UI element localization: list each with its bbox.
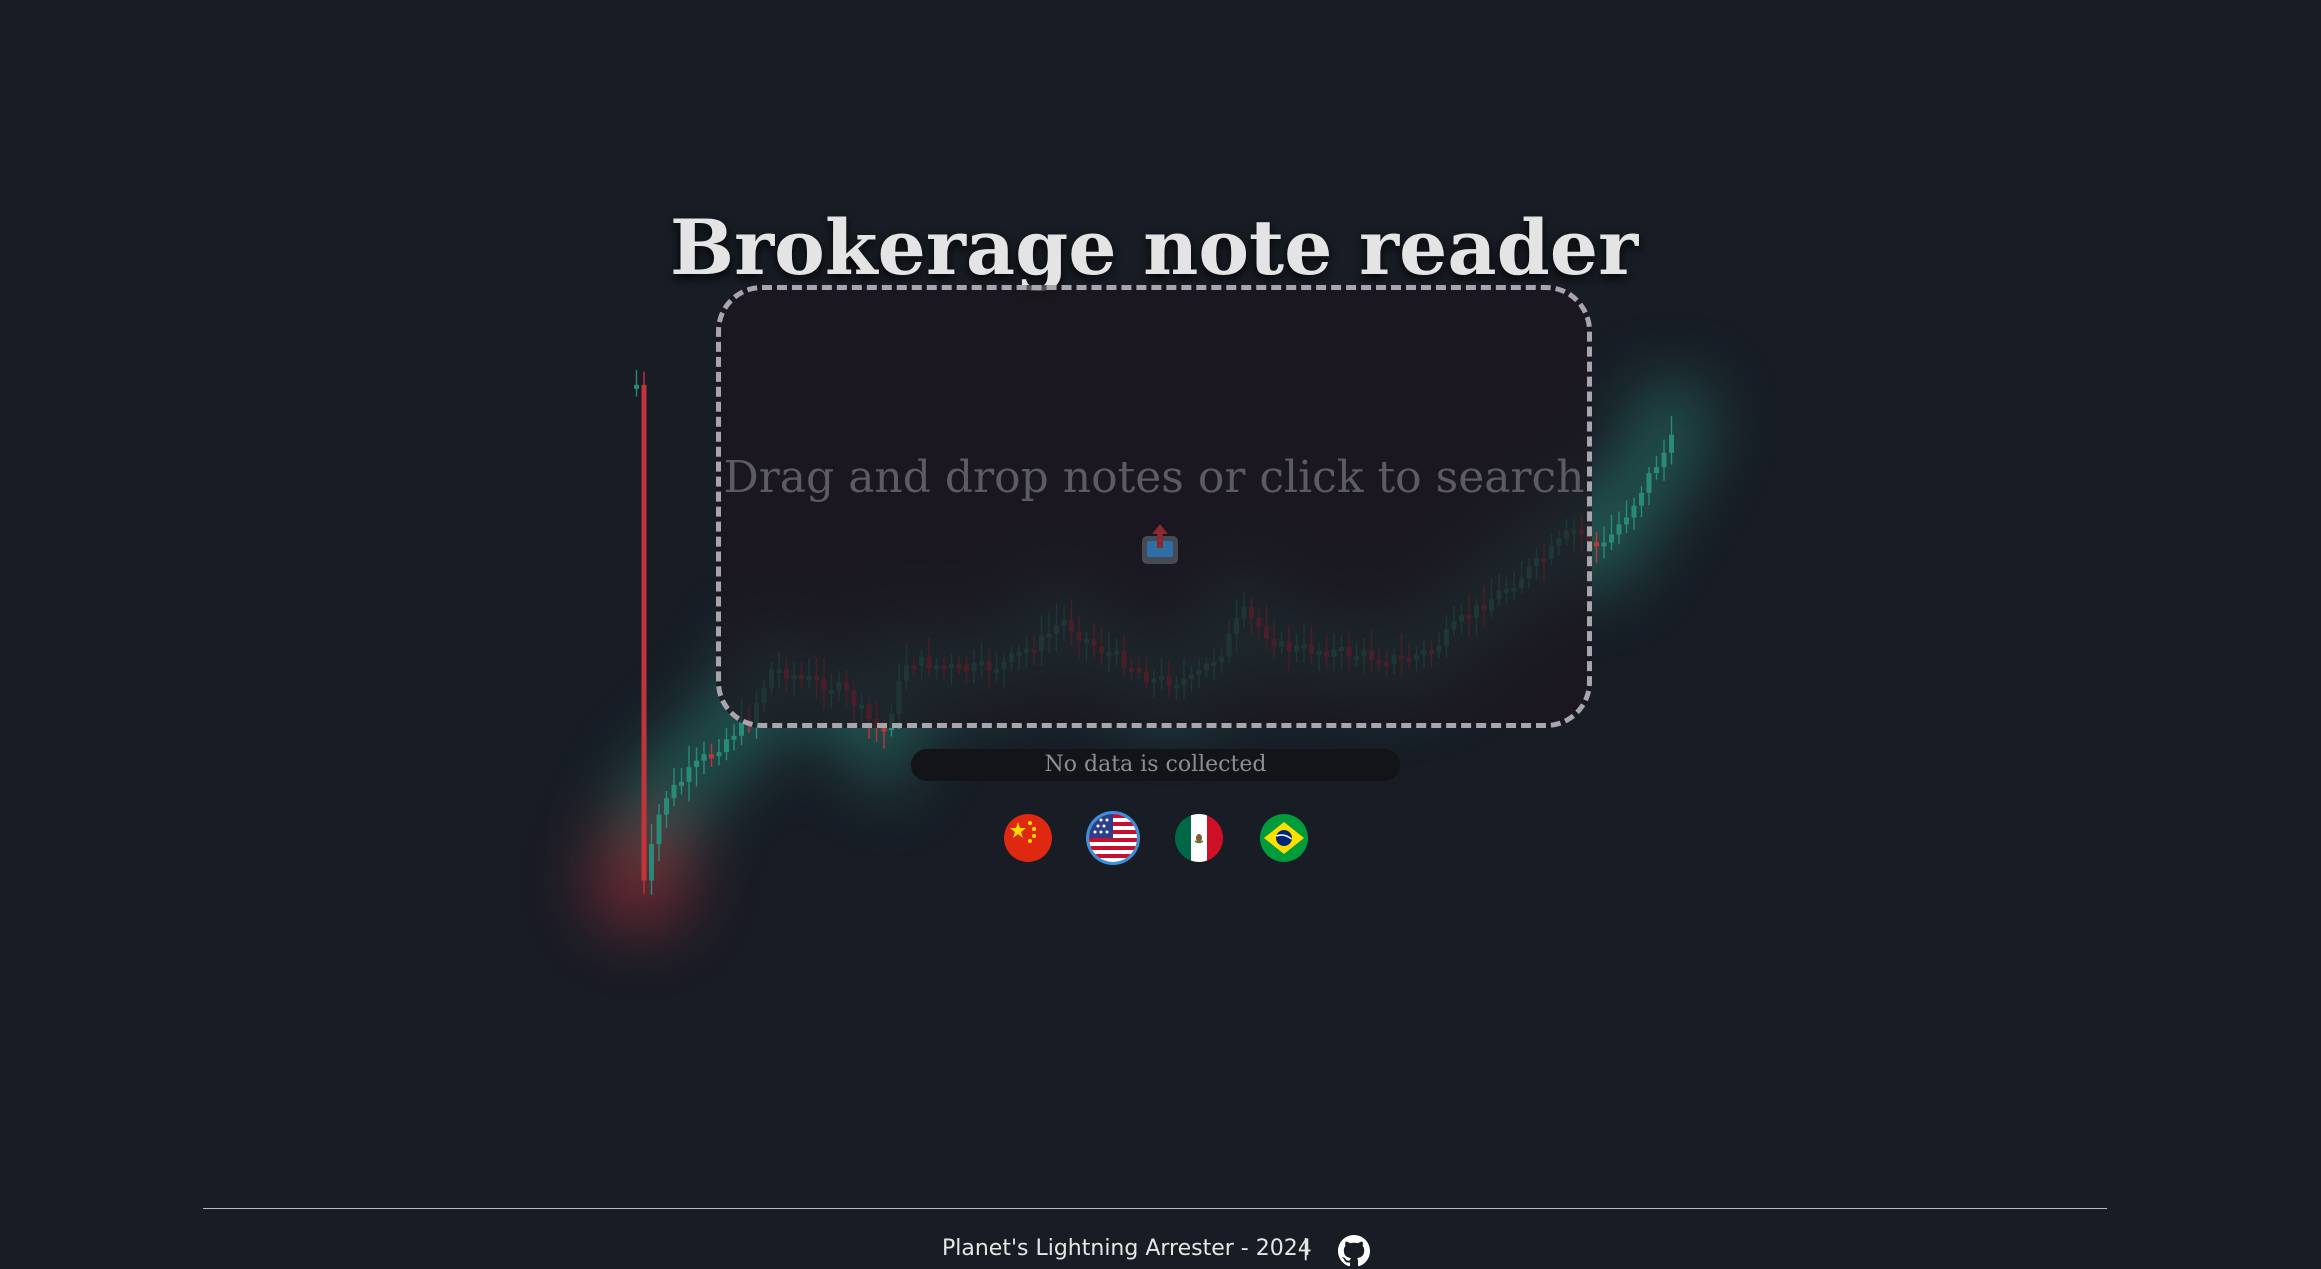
brazil-flag-icon[interactable] xyxy=(1260,814,1308,862)
candle-body xyxy=(1669,434,1674,453)
candle-body xyxy=(694,760,699,768)
footer: Planet's Lightning Arrester - 2024 | xyxy=(0,1232,2321,1268)
chart-glow xyxy=(590,830,690,930)
candle-body xyxy=(641,384,647,881)
candle-body xyxy=(1624,517,1629,525)
candle-body xyxy=(1639,492,1644,506)
candle-body xyxy=(1616,524,1622,535)
candle-body xyxy=(671,784,677,799)
candle-body xyxy=(881,727,887,732)
candle-body xyxy=(731,735,737,740)
candle-body xyxy=(716,752,722,757)
candle-body xyxy=(656,814,662,845)
footer-separator: | xyxy=(1302,1236,1310,1261)
candle-body xyxy=(1661,452,1667,468)
language-selector xyxy=(0,814,2321,866)
file-dropzone[interactable]: Drag and drop notes or click to search xyxy=(716,285,1592,728)
candle-body xyxy=(701,754,707,761)
china-flag-icon[interactable] xyxy=(1004,814,1052,862)
page-title: Brokerage note reader xyxy=(669,202,1639,292)
candle-body xyxy=(724,739,729,753)
candle-body xyxy=(1646,473,1652,493)
footer-credit: Planet's Lightning Arrester - 2024 xyxy=(942,1236,1312,1261)
footer-divider xyxy=(203,1208,2107,1209)
candle-body xyxy=(1609,534,1614,543)
candle-body xyxy=(709,754,714,759)
github-icon[interactable] xyxy=(1338,1235,1370,1267)
candle-body xyxy=(1601,542,1607,547)
mexico-flag-icon[interactable] xyxy=(1175,814,1223,862)
candle-body xyxy=(1654,467,1659,474)
candle-body xyxy=(739,719,744,736)
candle-body xyxy=(664,798,669,815)
candle-body xyxy=(679,781,684,786)
candle-body xyxy=(1631,505,1637,518)
candle-body xyxy=(634,384,639,389)
usa-flag-icon[interactable] xyxy=(1089,814,1137,862)
upload-icon xyxy=(1142,524,1178,564)
candle-body xyxy=(649,844,654,881)
privacy-status: No data is collected xyxy=(911,749,1400,781)
dropzone-label: Drag and drop notes or click to search xyxy=(723,452,1585,503)
candle-body xyxy=(686,767,692,782)
candle-body xyxy=(1594,542,1599,547)
